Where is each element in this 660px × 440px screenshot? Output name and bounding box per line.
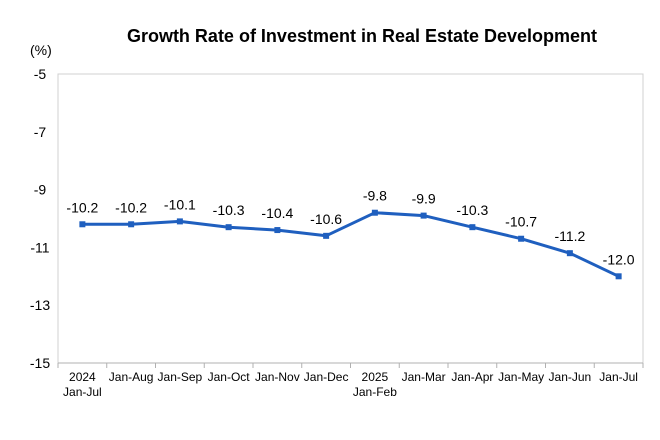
data-label: -10.2 bbox=[66, 199, 98, 215]
data-label: -10.6 bbox=[310, 211, 342, 227]
x-tick-label: Jan-Oct bbox=[208, 370, 251, 384]
data-label: -10.7 bbox=[505, 214, 537, 230]
data-point-marker bbox=[371, 209, 378, 216]
series-markers bbox=[79, 209, 622, 280]
data-label: -9.9 bbox=[412, 191, 436, 207]
x-tick-label: Jan-Nov bbox=[255, 370, 300, 384]
y-unit-label: (%) bbox=[30, 42, 52, 58]
data-label: -11.2 bbox=[554, 228, 585, 244]
x-tick-label: Jan-Aug bbox=[109, 370, 154, 384]
data-point-marker bbox=[225, 224, 232, 231]
chart-title: Growth Rate of Investment in Real Estate… bbox=[127, 26, 597, 46]
data-point-marker bbox=[469, 224, 476, 231]
data-point-marker bbox=[176, 218, 183, 225]
data-label: -10.3 bbox=[213, 202, 245, 218]
data-point-marker bbox=[420, 212, 427, 219]
y-tick-label: -5 bbox=[34, 66, 47, 82]
x-tick-label: Jan-Jul bbox=[63, 385, 102, 399]
x-tick-label: Jan-Dec bbox=[304, 370, 349, 384]
data-label: -10.1 bbox=[164, 196, 196, 212]
x-tick-label: 2024 bbox=[69, 370, 96, 384]
data-point-marker bbox=[566, 250, 573, 257]
data-labels: -10.2 -10.2 -10.1 -10.3 -10.4 -10.6 -9.8 -9.9 -1… bbox=[66, 188, 634, 268]
x-tick-label: 2025 bbox=[362, 370, 389, 384]
x-tick-label: Jan-Apr bbox=[451, 370, 493, 384]
data-point-marker bbox=[128, 221, 135, 228]
y-axis-ticks: -5 -7 -9 -11 -13 -15 bbox=[30, 66, 50, 371]
data-point-marker bbox=[518, 235, 525, 242]
data-point-marker bbox=[615, 273, 622, 280]
plot-area-frame bbox=[57, 73, 644, 364]
y-tick-label: -9 bbox=[34, 182, 47, 198]
series-line bbox=[82, 211, 620, 278]
x-tick-label: Jan-Jul bbox=[599, 370, 638, 384]
x-tick-label: Jan-Sep bbox=[158, 370, 203, 384]
data-label: -9.8 bbox=[363, 188, 387, 204]
x-tick-label: Jan-Mar bbox=[402, 370, 446, 384]
y-tick-label: -15 bbox=[30, 355, 50, 371]
data-point-marker bbox=[79, 221, 86, 228]
data-point-marker bbox=[274, 227, 281, 234]
data-label: -10.3 bbox=[456, 202, 488, 218]
y-tick-label: -11 bbox=[30, 239, 49, 255]
y-tick-label: -7 bbox=[34, 124, 47, 140]
x-tick-label: Jan-May bbox=[498, 370, 544, 384]
data-label: -12.0 bbox=[603, 251, 635, 267]
x-tick-label: Jan-Feb bbox=[353, 385, 397, 399]
y-tick-label: -13 bbox=[30, 297, 50, 313]
data-label: -10.4 bbox=[261, 205, 293, 221]
data-label: -10.2 bbox=[115, 199, 147, 215]
x-tick-label: Jan-Jun bbox=[549, 370, 592, 384]
data-point-marker bbox=[323, 232, 330, 239]
